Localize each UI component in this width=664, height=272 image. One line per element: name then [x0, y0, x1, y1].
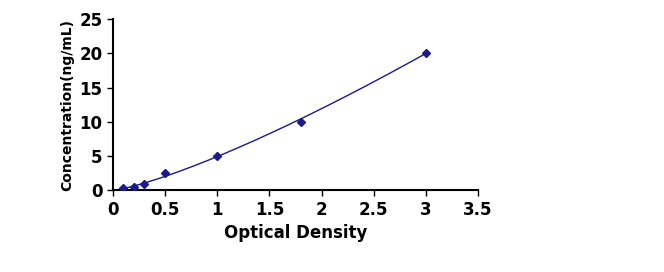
X-axis label: Optical Density: Optical Density [224, 224, 367, 242]
Y-axis label: Concentration(ng/mL): Concentration(ng/mL) [60, 19, 74, 191]
